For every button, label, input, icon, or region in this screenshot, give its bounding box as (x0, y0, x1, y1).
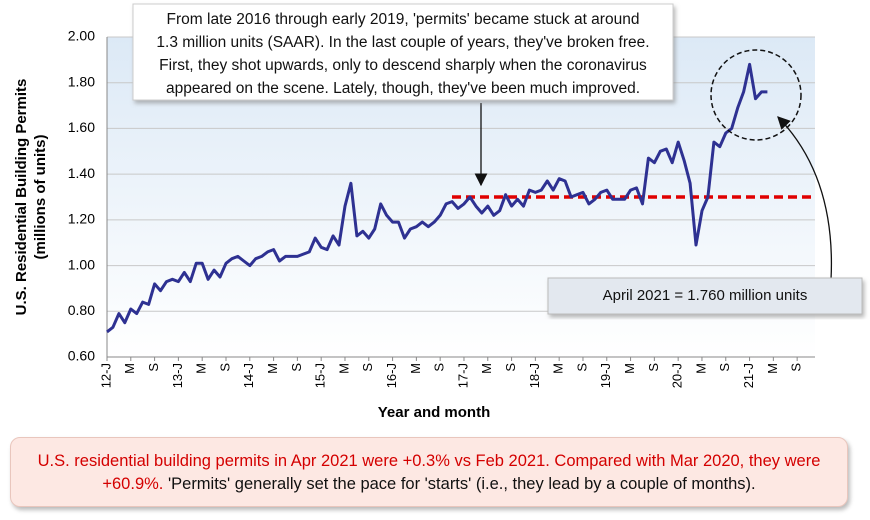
x-tick-label: S (432, 363, 447, 372)
x-tick-label: S (574, 363, 589, 372)
x-tick-label: S (146, 363, 161, 372)
x-tick-label: 14-J (241, 363, 256, 388)
x-tick-label: 17-J (455, 363, 470, 388)
x-tick-label: S (503, 363, 518, 372)
x-tick-label: S (217, 363, 232, 372)
x-tick-label: M (408, 363, 423, 374)
y-tick-label: 1.60 (68, 119, 95, 135)
x-tick-label: 12-J (98, 363, 113, 388)
callout-box (547, 277, 863, 315)
annotation-line: 1.3 million units (SAAR). In the last co… (156, 34, 649, 51)
x-tick-label: M (265, 363, 280, 374)
x-tick-label: 16-J (384, 363, 399, 388)
note-red: U.S. residential building permits in Apr… (37, 452, 821, 493)
x-tick-label: M (194, 363, 209, 374)
y-tick-label: 1.20 (68, 211, 95, 227)
x-tick-label: 19-J (598, 363, 613, 388)
y-tick-label: 1.40 (68, 165, 95, 181)
y-tick-label: 0.80 (68, 302, 95, 318)
x-tick-label: S (789, 363, 804, 372)
x-tick-label: S (717, 363, 732, 372)
annotation-line: From late 2016 through early 2019, 'perm… (167, 11, 640, 28)
x-tick-label: S (646, 363, 661, 372)
x-tick-label: M (622, 363, 637, 374)
y-tick-label: 1.80 (68, 73, 95, 89)
y-tick-label: 2.00 (68, 28, 95, 44)
series-line (106, 62, 768, 334)
x-tick-label: M (479, 363, 494, 374)
x-tick-label: M (551, 363, 566, 374)
annotation-box (132, 3, 674, 101)
highlight-circle (710, 49, 802, 141)
y-axis-title: (millions of units) (32, 135, 49, 260)
y-tick-label: 1.00 (68, 256, 95, 272)
x-tick-label: S (360, 363, 375, 372)
x-tick-label: S (289, 363, 304, 372)
annotation-line: First, they shot upwards, only to descen… (159, 57, 647, 74)
x-tick-label: M (765, 363, 780, 374)
x-tick-label: 18-J (527, 363, 542, 388)
x-tick-label: 13-J (170, 363, 185, 388)
annotation-line: appeared on the scene. Lately, though, t… (166, 80, 640, 97)
x-tick-label: 20-J (670, 363, 685, 388)
arrow (777, 116, 833, 281)
x-tick-label: 21-J (741, 363, 756, 388)
callout: April 2021 = 1.760 million units (603, 287, 808, 304)
y-tick-label: 0.60 (68, 348, 95, 364)
x-tick-label: M (122, 363, 137, 374)
x-tick-label: M (693, 363, 708, 374)
note-black: 'Permits' generally set the pace for 'st… (167, 475, 756, 493)
y-axis-title: U.S. Residential Building Permits (13, 79, 30, 316)
x-tick-label: 15-J (313, 363, 328, 388)
note-box: U.S. residential building permits in Apr… (10, 437, 848, 507)
x-tick-label: M (336, 363, 351, 374)
x-axis-title: Year and month (378, 404, 491, 421)
